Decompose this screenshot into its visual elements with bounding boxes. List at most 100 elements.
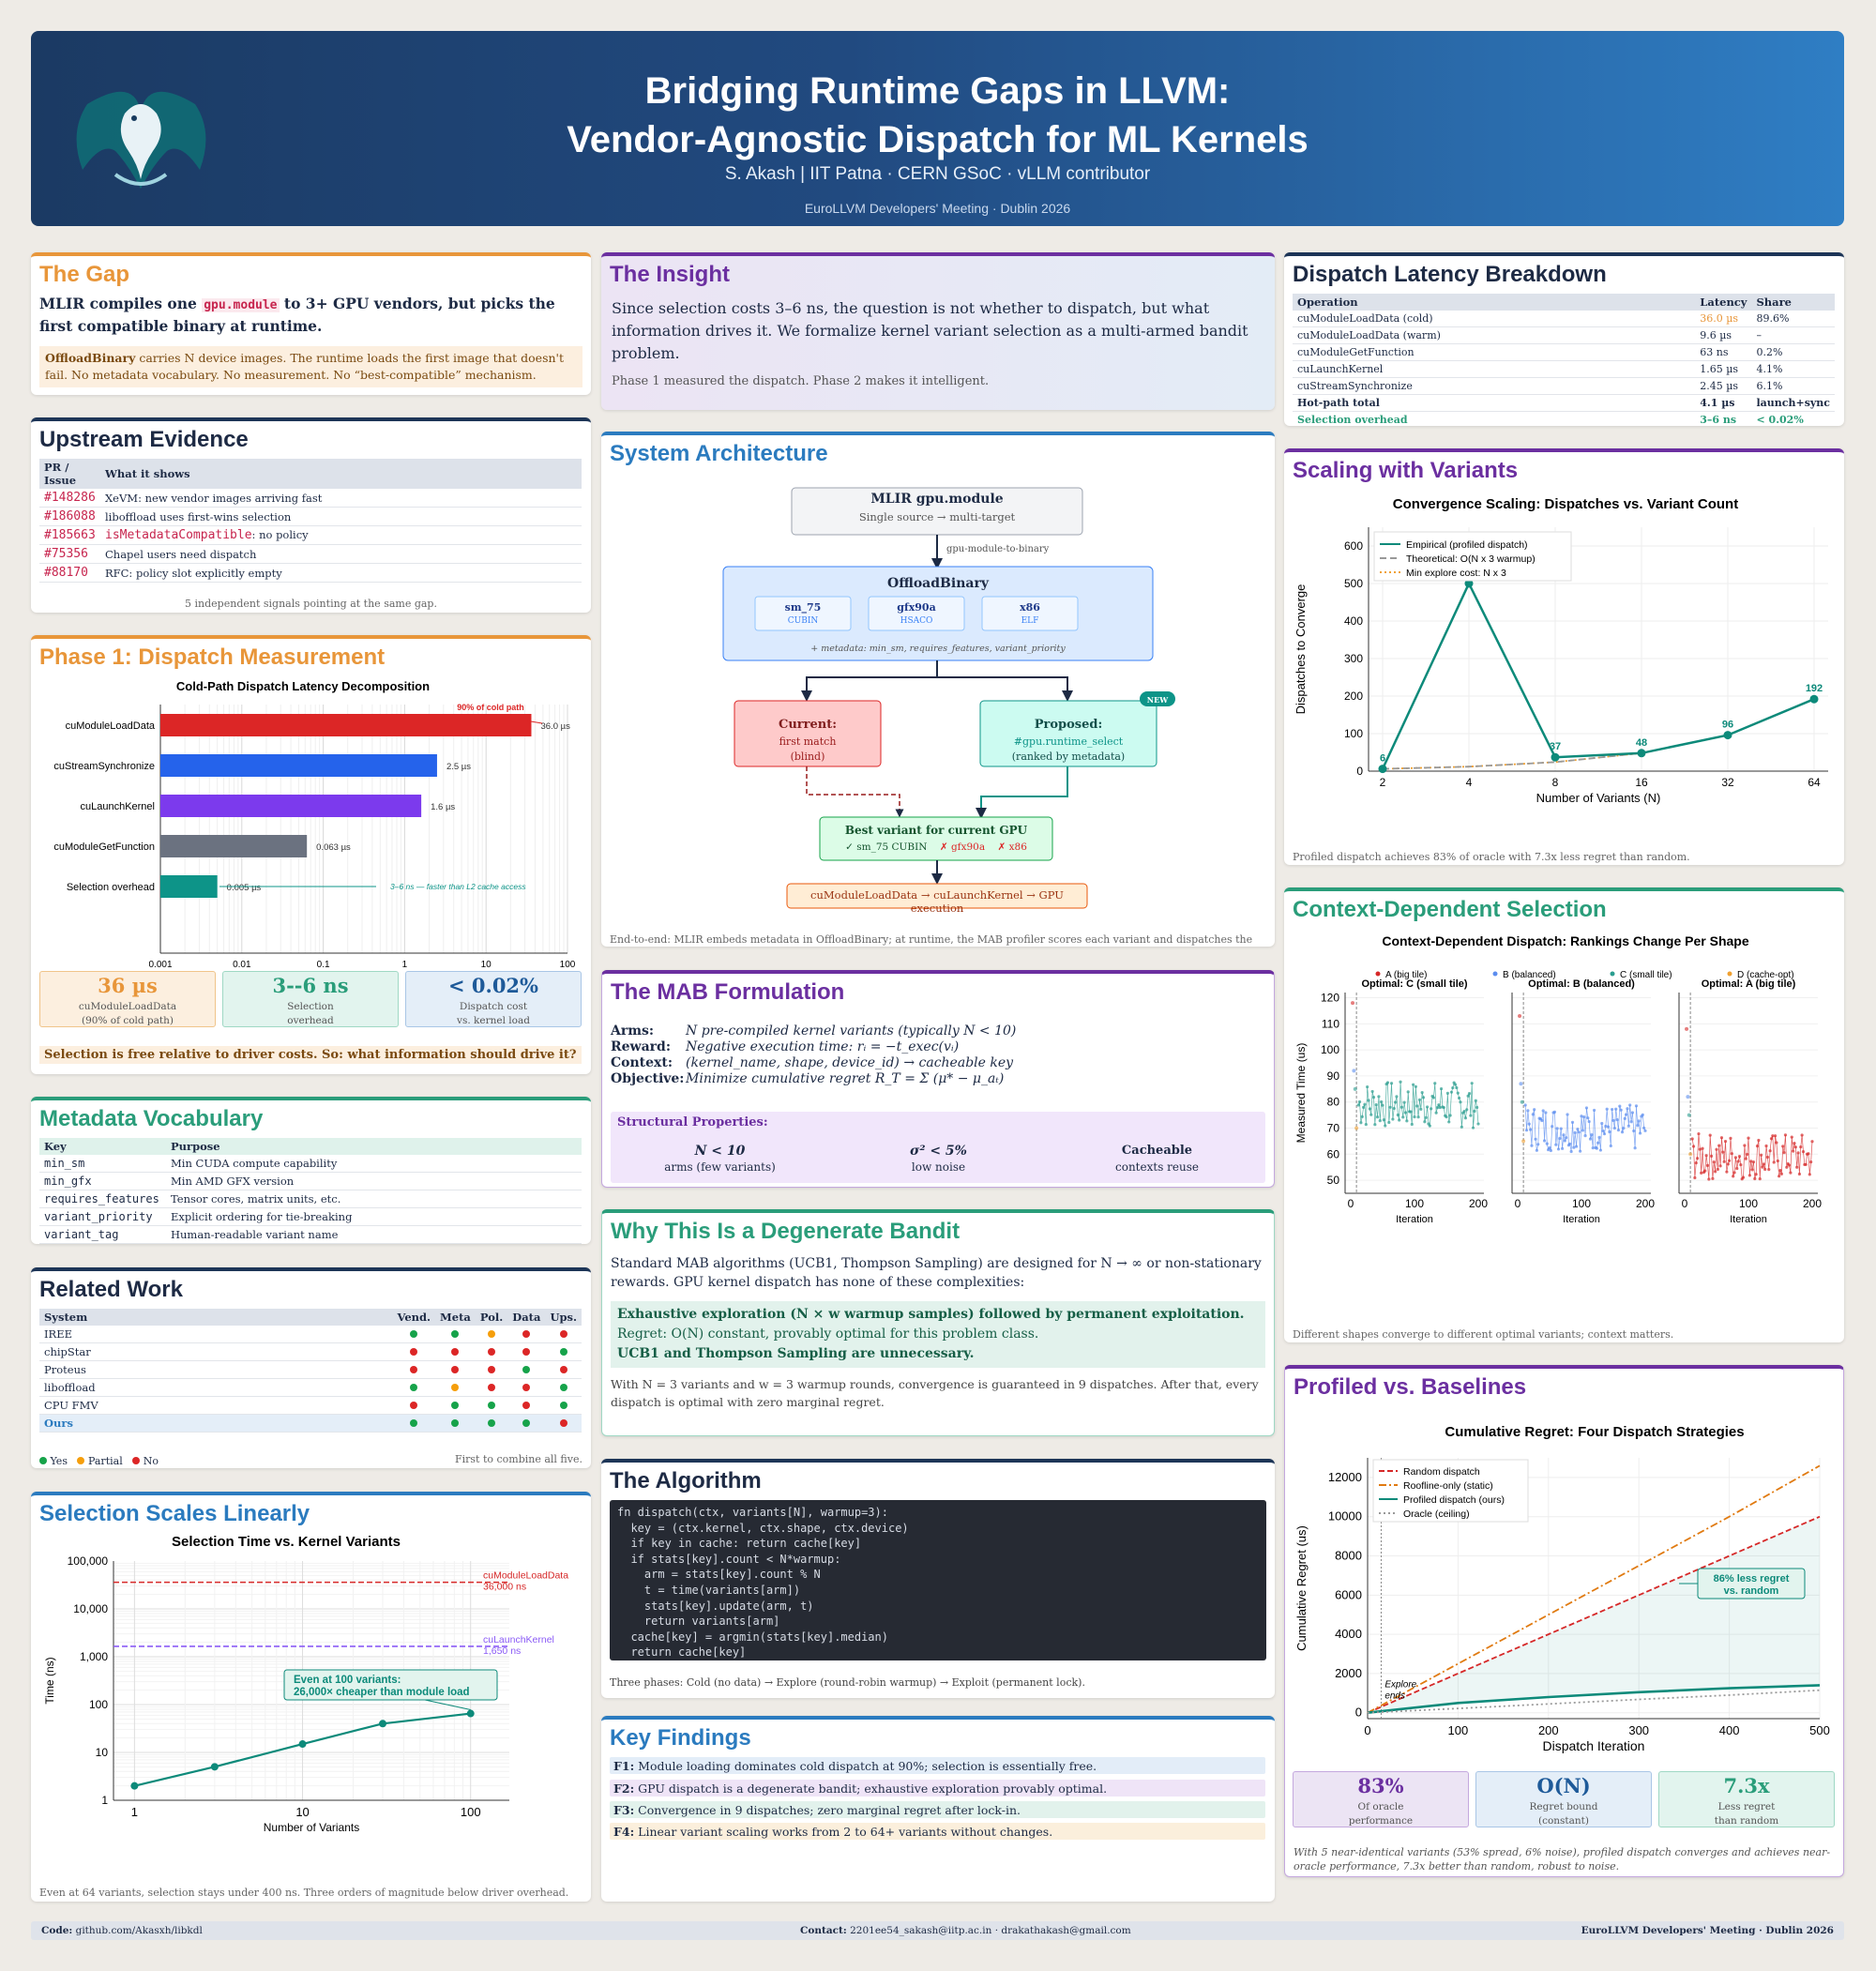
- data-point: [1381, 1103, 1384, 1107]
- panel-degenerate: Why This Is a Degenerate Bandit Standard…: [601, 1209, 1275, 1436]
- status-dot: [559, 1348, 567, 1356]
- table-row: IREE: [39, 1326, 582, 1343]
- data-point: [1612, 1126, 1616, 1130]
- data-point: [1760, 1153, 1763, 1157]
- data-point: [1688, 1152, 1693, 1157]
- table-row: Selection overhead 3–6 ns < 0.02%: [1293, 411, 1835, 426]
- data-point: [1380, 1099, 1384, 1104]
- data-point: [1690, 1137, 1694, 1141]
- legend-label: Oracle (ceiling): [1403, 1509, 1470, 1520]
- tick-label: 300: [1344, 652, 1363, 665]
- data-point: [1769, 1137, 1774, 1141]
- table-row: #88170 RFC: policy slot explicitly empty: [39, 563, 582, 583]
- data-point: [1732, 1171, 1736, 1175]
- data-point: [1696, 1157, 1700, 1160]
- data-point: [1360, 1114, 1364, 1118]
- annotation: 3–6 ns — faster than L2 cache access: [390, 882, 526, 891]
- stat-box: 7.3x Less regret than random: [1658, 1771, 1835, 1827]
- data-point: [1722, 1160, 1726, 1163]
- data-point: [1643, 1129, 1647, 1132]
- status-dot: [451, 1402, 460, 1409]
- poster-footer: Code: github.com/Akasxh/libkdl Contact: …: [31, 1921, 1844, 1940]
- panel-title: Context-Dependent Selection: [1293, 897, 1607, 922]
- data-point: [1779, 1172, 1783, 1175]
- tick-label: 0: [1355, 1706, 1362, 1720]
- data-point: [1551, 1125, 1554, 1129]
- data-point: [1561, 1146, 1565, 1150]
- data-point: [1693, 1175, 1697, 1180]
- data-point: [1520, 1099, 1524, 1104]
- legend-swatch: [1375, 971, 1381, 977]
- panel-title: Related Work: [39, 1277, 183, 1302]
- data-point: [1463, 1116, 1467, 1120]
- data-point: [1620, 1130, 1625, 1134]
- data-point: [1743, 1144, 1747, 1147]
- data-point: [298, 1740, 307, 1749]
- related-note: First to combine all five.: [454, 1453, 582, 1465]
- category-label: cuModuleLoadData: [66, 720, 156, 732]
- data-point: [1728, 1159, 1732, 1162]
- algorithm-code: fn dispatch(ctx, variants[N], warmup=3):…: [610, 1500, 1266, 1660]
- degen-intro: Standard MAB algorithms (UCB1, Thompson …: [611, 1256, 1262, 1290]
- table-row: variant_priority Explicit ordering for ti…: [39, 1207, 582, 1226]
- data-point: [1757, 1138, 1761, 1143]
- tick-label: 6000: [1335, 1587, 1362, 1601]
- panel-title: Dispatch Latency Breakdown: [1293, 262, 1607, 287]
- data-point: [1521, 1139, 1526, 1144]
- issue-link[interactable]: #186088: [39, 507, 100, 526]
- reference-label: cuModuleLoadData: [483, 1570, 568, 1582]
- panel-subtitle: Optimal: C (small tile): [1361, 978, 1467, 990]
- data-point: [1707, 1177, 1711, 1181]
- data-point: [1737, 1154, 1742, 1159]
- status-dot: [488, 1419, 496, 1427]
- data-point: [1405, 1119, 1409, 1123]
- chart-title: Cumulative Regret: Four Dispatch Strateg…: [1445, 1424, 1744, 1440]
- data-point: [1572, 1145, 1576, 1149]
- stat-box: < 0.02% Dispatch cost vs. kernel load: [405, 971, 582, 1027]
- data-point: [1357, 1099, 1362, 1104]
- data-point: [1723, 731, 1732, 740]
- data-point: [1392, 1106, 1396, 1111]
- data-point: [1598, 1148, 1602, 1152]
- data-point: [1359, 1121, 1363, 1125]
- data-point: [1758, 1177, 1762, 1181]
- data-point: [1626, 1107, 1629, 1111]
- evidence-table: PR / Issue What it shows #148286 XeVM: new…: [39, 459, 582, 583]
- issue-link[interactable]: #75356: [39, 544, 100, 564]
- footer-venue: EuroLLVM Developers' Meeting · Dublin 20…: [1581, 1925, 1834, 1936]
- data-point: [1611, 1107, 1614, 1112]
- data-point: [1456, 1091, 1460, 1095]
- data-point: [1615, 1118, 1619, 1122]
- annotation: Even at 100 variants:: [294, 1675, 401, 1686]
- issue-link[interactable]: #148286: [39, 489, 100, 508]
- data-point: [1789, 1171, 1793, 1175]
- tick-label: 0.001: [148, 960, 172, 970]
- data-point: [1451, 1085, 1455, 1090]
- data-point: [1467, 1092, 1472, 1096]
- tick-label: 100: [1572, 1197, 1591, 1210]
- panel-insight: The Insight Since selection costs 3–6 ns…: [601, 252, 1275, 410]
- data-point: [1433, 1082, 1437, 1085]
- data-point: [1582, 1114, 1586, 1119]
- data-point: [1751, 1160, 1756, 1164]
- data-point: [1416, 1115, 1420, 1119]
- contact-info[interactable]: Contact: 2201ee54_sakash@iitp.ac.in · dr…: [800, 1925, 1131, 1936]
- status-dot: [410, 1402, 418, 1409]
- panel-mab: The MAB Formulation Arms: N pre-compiled …: [601, 970, 1275, 1188]
- tick-label: 12000: [1328, 1470, 1362, 1484]
- data-point: [1415, 1104, 1419, 1108]
- phase1-footer: Selection is free relative to driver cos…: [39, 1046, 582, 1064]
- data-point: [1367, 1099, 1370, 1102]
- finding-item: F1: Module loading dominates cold dispat…: [610, 1757, 1265, 1774]
- data-point: [1587, 1119, 1591, 1124]
- tick-label: 100: [1448, 1723, 1469, 1737]
- code-link[interactable]: Code: github.com/Akasxh/libkdl: [41, 1925, 203, 1936]
- data-point: [1556, 1147, 1561, 1151]
- latency-table: Operation Latency Share cuModuleLoadData (…: [1293, 294, 1835, 426]
- data-point: [1474, 1099, 1477, 1102]
- issue-link[interactable]: #185663: [39, 525, 100, 545]
- issue-link[interactable]: #88170: [39, 563, 100, 583]
- data-point: [1526, 1109, 1530, 1113]
- image-x86: x86: [1020, 601, 1040, 614]
- tick-label: 1: [131, 1805, 138, 1819]
